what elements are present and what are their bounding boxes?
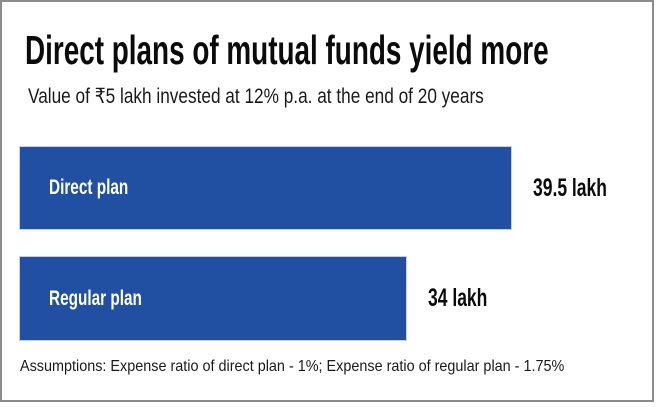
- value-text-direct-plan: 39.5 lakh: [533, 173, 607, 202]
- bar-regular-plan: Regular plan: [19, 256, 407, 341]
- chart-title: Direct plans of mutual funds yield more: [25, 27, 549, 73]
- value-label-direct-plan: 39.5 lakh: [533, 146, 639, 230]
- value-text-regular-plan: 34 lakh: [428, 284, 488, 312]
- bar-direct-plan: Direct plan: [19, 146, 512, 230]
- chart-footnote: Assumptions: Expense ratio of direct pla…: [20, 358, 565, 375]
- value-label-regular-plan: 34 lakh: [428, 256, 513, 341]
- chart-subtitle: Value of ₹5 lakh invested at 12% p.a. at…: [28, 85, 484, 108]
- bar-label-direct-plan: Direct plan: [49, 176, 129, 199]
- bar-label-regular-plan: Regular plan: [49, 286, 142, 310]
